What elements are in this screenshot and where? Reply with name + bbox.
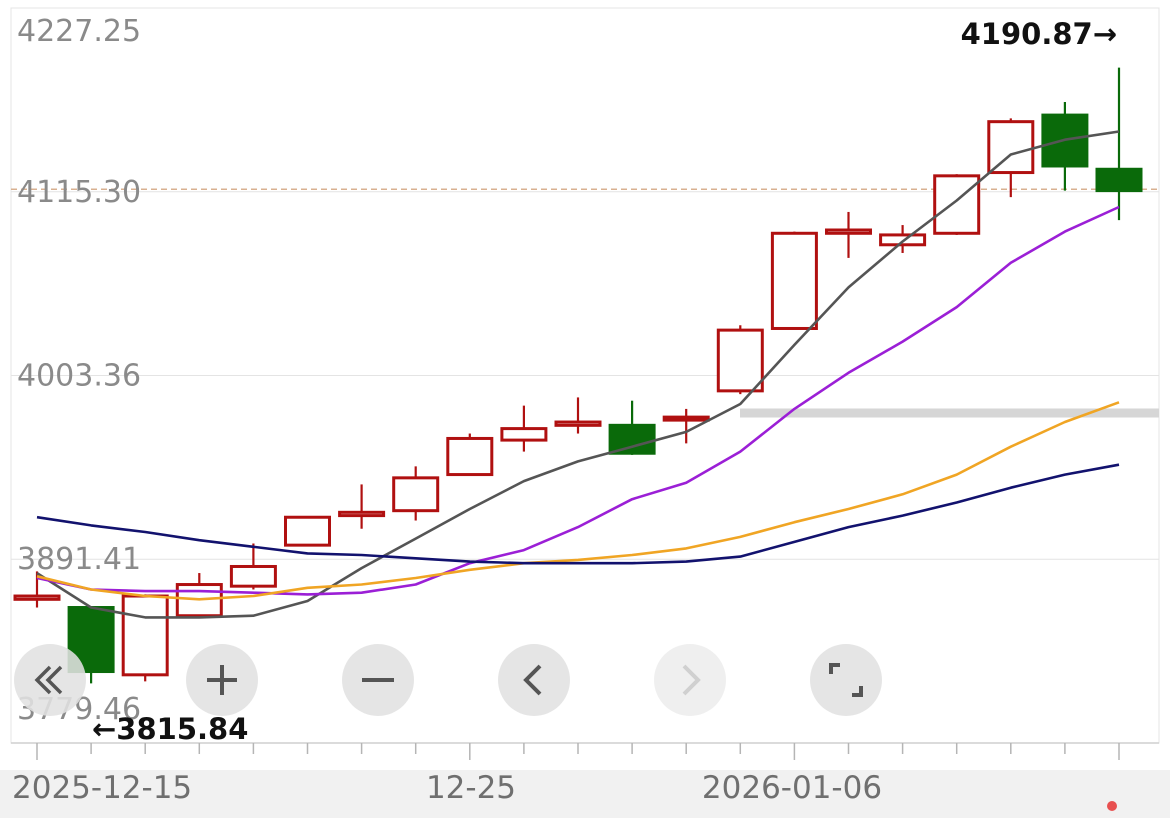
candle-body xyxy=(13,594,61,601)
candle xyxy=(67,606,115,684)
candle xyxy=(500,405,548,452)
grid-lines xyxy=(10,7,1160,744)
x-axis xyxy=(0,742,1170,818)
candle-body xyxy=(825,228,872,235)
candle-body xyxy=(716,328,764,393)
candle xyxy=(608,400,656,455)
candle-body xyxy=(446,436,494,477)
candle-body xyxy=(338,510,386,518)
x-axis-labels: 2025-12-15 12-25 2026-01-06 xyxy=(12,770,882,806)
candle xyxy=(121,594,169,682)
ma-line xyxy=(36,130,1120,619)
max-price-annotation: 4190.87→ xyxy=(961,17,1117,51)
ma-line xyxy=(36,401,1120,601)
candle xyxy=(825,211,872,258)
candle-body xyxy=(392,476,440,513)
candle xyxy=(175,573,223,618)
y-label: 4003.36 xyxy=(17,358,141,393)
y-label: 4227.25 xyxy=(17,14,141,49)
candles xyxy=(13,67,1143,684)
candle xyxy=(933,174,981,235)
candle xyxy=(338,484,386,529)
x-label: 2025-12-15 xyxy=(12,770,192,806)
y-label: 3891.41 xyxy=(17,542,141,577)
candle-body xyxy=(284,515,331,547)
candle xyxy=(662,408,710,444)
zoom-out-button[interactable] xyxy=(342,644,414,716)
y-label: 4115.30 xyxy=(17,175,141,210)
candle-body xyxy=(121,594,169,677)
ma-line xyxy=(36,463,1120,565)
candle-body xyxy=(554,420,602,427)
candle xyxy=(1095,67,1143,221)
live-indicator-dot xyxy=(1107,801,1117,811)
zoom-in-button[interactable] xyxy=(186,644,258,716)
fit-screen-icon xyxy=(829,663,863,697)
candle xyxy=(554,397,602,434)
candle xyxy=(987,118,1035,198)
candle-body xyxy=(987,120,1035,175)
candle xyxy=(446,433,494,477)
candle-body xyxy=(608,423,656,455)
plus-icon xyxy=(207,665,237,695)
candle xyxy=(392,466,440,521)
double-chevron-left-icon xyxy=(34,665,63,695)
minus-icon xyxy=(362,678,394,682)
candle-body xyxy=(1095,167,1143,193)
ma-line xyxy=(36,205,1120,596)
candle-body xyxy=(662,415,710,422)
candle-body xyxy=(933,174,981,235)
candle-body xyxy=(500,427,548,442)
candle xyxy=(284,515,331,547)
candle xyxy=(716,325,764,395)
chevron-right-icon xyxy=(682,664,701,696)
x-axis-background xyxy=(0,770,1170,818)
candle-body xyxy=(229,564,277,588)
moving-average-lines xyxy=(36,130,1120,619)
min-price-annotation: ←3815.84 xyxy=(92,712,248,746)
scroll-left-button[interactable] xyxy=(498,644,570,716)
scroll-right-button[interactable] xyxy=(654,644,726,716)
x-label: 2026-01-06 xyxy=(702,770,882,806)
candle-body xyxy=(879,233,927,247)
x-label: 12-25 xyxy=(426,770,516,806)
candle-body xyxy=(770,231,818,330)
scroll-to-start-button[interactable] xyxy=(14,644,86,716)
candle xyxy=(229,543,277,590)
candle xyxy=(879,225,927,253)
chevron-left-icon xyxy=(523,664,542,696)
fit-screen-button[interactable] xyxy=(810,644,882,716)
candle xyxy=(770,231,818,330)
candle xyxy=(1041,101,1089,191)
